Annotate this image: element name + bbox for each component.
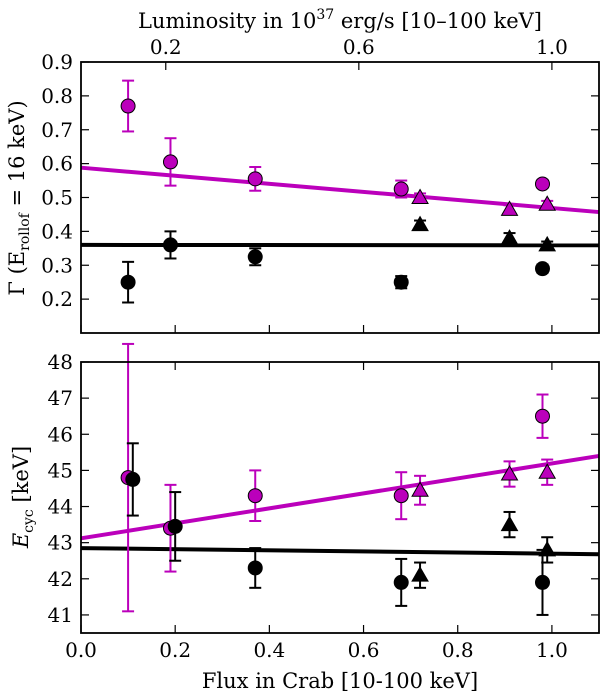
bottom-point-circle (393, 488, 409, 504)
top-y-tick-label: 0.6 (41, 152, 73, 176)
top-plot-frame (80, 61, 600, 334)
top-point-circle (393, 274, 409, 290)
bottom-y-tick-label: 41 (48, 603, 73, 627)
bottom-data-points (120, 342, 557, 616)
top-axis-label-prefix: Luminosity in 10 (138, 9, 316, 33)
top-point-circle (162, 154, 178, 170)
bottom-point-circle (167, 518, 183, 534)
bottom-x-tick-label: 0.0 (65, 638, 97, 662)
top-y-tick-label: 0.4 (41, 219, 73, 243)
bottom-y-tick-label: 44 (48, 495, 73, 519)
bottom-y-axis-label: Ecyc [keV] (9, 446, 37, 549)
top-fit-line-0 (80, 165, 600, 215)
top-lum-tick-label: 0.6 (343, 35, 375, 59)
top-y-tick-label: 0.7 (41, 118, 73, 142)
bottom-y-tick-label: 42 (48, 567, 73, 591)
top-point-circle (393, 181, 409, 197)
top-fit-lines (80, 165, 600, 248)
top-data-points (120, 79, 557, 304)
bottom-point-circle (534, 408, 550, 424)
bottom-x-tick-label: 0.8 (442, 638, 474, 662)
top-y-tick-label: 0.3 (41, 253, 73, 277)
bottom-point-circle (125, 471, 141, 487)
top-lum-tick-label: 0.2 (150, 35, 182, 59)
top-y-tick-label: 0.5 (41, 186, 73, 210)
top-point-triangle (538, 235, 557, 252)
bottom-point-circle (534, 574, 550, 590)
top-axis-ticks: 0.2 0.3 0.4 0.5 0.6 0.7 0.8 0.9 0.2 0.6 1.0 (41, 35, 599, 333)
top-lum-tick-label: 1.0 (536, 35, 568, 59)
bottom-point-triangle (538, 463, 557, 479)
bottom-point-triangle (411, 481, 429, 497)
top-point-circle (120, 274, 136, 290)
top-y-axis-label: Γ (Erollof = 16 keV) (5, 100, 33, 295)
top-y-label-tail: = 16 keV) (5, 100, 29, 213)
bottom-x-tick-label: 1.0 (536, 638, 568, 662)
bottom-x-axis-label: Flux in Crab [10-100 keV] (202, 669, 478, 693)
bottom-fit-lines (80, 453, 600, 557)
top-point-circle (247, 249, 263, 265)
bottom-x-tick-label: 0.2 (159, 638, 191, 662)
top-y-label-main: Γ (E (5, 251, 29, 296)
top-point-circle (534, 176, 550, 192)
top-point-circle (120, 98, 136, 114)
bottom-y-label-sub: cyc (21, 509, 37, 533)
bottom-y-tick-label: 48 (48, 350, 73, 374)
top-y-tick-label: 0.8 (41, 84, 73, 108)
top-axis-label: Luminosity in 1037 erg/s [10–100 keV] (138, 7, 542, 33)
bottom-y-tick-label: 45 (48, 458, 73, 482)
bottom-point-triangle (500, 515, 519, 532)
top-axis-label-sup: 37 (316, 7, 334, 23)
bottom-point-triangle (411, 566, 429, 582)
bottom-y-label-main: E (9, 533, 33, 549)
bottom-point-triangle (500, 465, 519, 481)
bottom-point-circle (247, 560, 263, 576)
panel-bottom: 41 42 43 44 45 46 47 48 0.0 0.2 0.4 0.6 0.8 1.0 (48, 342, 600, 662)
top-y-tick-label: 0.2 (41, 287, 73, 311)
top-y-tick-label: 0.9 (41, 50, 73, 74)
top-point-circle (162, 237, 178, 253)
top-axis-label-suffix: erg/s [10–100 keV] (334, 9, 542, 33)
top-point-triangle (411, 215, 429, 232)
bottom-point-circle (393, 574, 409, 590)
top-point-circle (534, 261, 550, 277)
bottom-y-tick-label: 46 (48, 422, 73, 446)
bottom-point-triangle (538, 540, 557, 557)
bottom-x-tick-label: 0.4 (253, 638, 285, 662)
bottom-fit-line-0 (80, 453, 600, 541)
top-point-circle (247, 171, 263, 187)
bottom-y-tick-label: 47 (48, 386, 73, 410)
top-point-triangle (500, 229, 519, 245)
top-point-triangle (500, 200, 519, 216)
bottom-x-tick-label: 0.6 (348, 638, 380, 662)
bottom-y-tick-label: 43 (48, 531, 73, 555)
panel-top: 0.2 0.3 0.4 0.5 0.6 0.7 0.8 0.9 0.2 0.6 1.0 (41, 35, 600, 334)
bottom-fit-line-1 (80, 546, 600, 557)
bottom-point-circle (247, 488, 263, 504)
bottom-y-label-tail: [keV] (9, 446, 33, 509)
top-point-triangle (411, 188, 429, 204)
bottom-axis-ticks: 41 42 43 44 45 46 47 48 0.0 0.2 0.4 0.6 0.8 1.0 (48, 350, 599, 662)
top-y-label-sub: rollof (17, 211, 33, 251)
bottom-plot-frame (80, 361, 600, 634)
top-point-triangle (538, 195, 557, 211)
